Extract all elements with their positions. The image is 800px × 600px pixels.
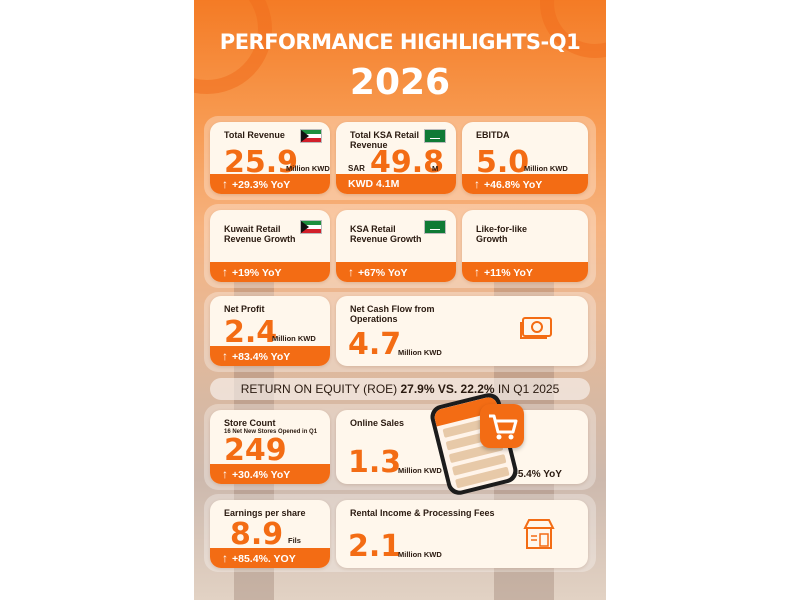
change-bar: ↑ +30.4% YoY: [210, 464, 330, 484]
ksa-growth-card: KSA Retail Revenue Growth ↑ +67% YoY: [336, 210, 456, 282]
change-text: +11% YoY: [484, 267, 533, 279]
card-label: Online Sales: [350, 418, 405, 428]
card-label: KSA Retail Revenue Growth: [350, 224, 422, 244]
metric-unit: Million KWD: [524, 164, 568, 173]
change-text: +30.4% YoY: [232, 469, 291, 481]
change-bar: ↑ +29.3% YoY: [210, 174, 330, 194]
poster: PERFORMANCE HIGHLIGHTS-Q1 2026 Total Rev…: [194, 0, 606, 600]
change-bar: ↑ +46.8% YoY: [462, 174, 588, 194]
metric-value: 49.8: [370, 145, 445, 180]
up-arrow-icon: ↑: [474, 265, 480, 279]
metric-unit: Fils: [288, 536, 301, 545]
kuwait-flag-icon: [300, 129, 322, 143]
card-label: Like-for-like Growth: [476, 224, 528, 244]
change-text: +19% YoY: [232, 267, 282, 279]
store-count-card: Store Count 16 Net New Stores Opened in …: [210, 410, 330, 484]
page-year: 2026: [349, 62, 451, 103]
up-arrow-icon: ↑: [222, 177, 228, 191]
footer-bar: KWD 4.1M: [336, 174, 456, 194]
card-label: Earnings per share: [224, 508, 306, 518]
money-icon: [520, 317, 552, 339]
change-text: +83.4% YoY: [232, 351, 291, 363]
up-arrow-icon: ↑: [222, 265, 228, 279]
eps-card: Earnings per share 8.9 Fils ↑ +85.4%. YOY: [210, 500, 330, 568]
change-text: +5.4% YoY: [512, 469, 562, 480]
card-sublabel: 16 Net New Stores Opened in Q1: [224, 429, 318, 435]
change-bar: ↑ +19% YoY: [210, 262, 330, 282]
card-label: Rental Income & Processing Fees: [350, 508, 495, 518]
metric-unit: Million KWD: [398, 348, 442, 357]
metric-value: 4.7: [348, 327, 402, 362]
page-title: PERFORMANCE HIGHLIGHTS-Q1: [219, 30, 581, 54]
metric-unit: M: [432, 164, 439, 173]
ksa-revenue-card: Total KSA Retail Revenue SAR 49.8 M KWD …: [336, 122, 456, 194]
net-profit-card: Net Profit 2.4 Million KWD ↑ +83.4% YoY: [210, 296, 330, 366]
metric-unit: Million KWD: [398, 466, 442, 475]
up-arrow-icon: ↑: [222, 467, 228, 481]
change-text: +29.3% YoY: [232, 179, 291, 191]
card-label: Kuwait Retail Revenue Growth: [224, 224, 296, 244]
store-icon: [523, 519, 555, 549]
lfl-growth-card: Like-for-like Growth ↑ +11% YoY: [462, 210, 588, 282]
metric-unit: Million KWD: [398, 550, 442, 559]
change-bar: ↑ +83.4% YoY: [210, 346, 330, 366]
change-text: +85.4%. YOY: [232, 553, 296, 565]
up-arrow-icon: ↑: [348, 265, 354, 279]
metric-value: 249: [224, 433, 287, 468]
card-label: Store Count: [224, 418, 276, 428]
up-arrow-icon: ↑: [222, 349, 228, 363]
card-label: EBITDA: [476, 130, 510, 140]
currency-prefix: SAR: [348, 164, 365, 173]
saudi-flag-icon: [424, 129, 446, 143]
metric-value: 2.1: [348, 529, 402, 564]
kuwait-growth-card: Kuwait Retail Revenue Growth ↑ +19% YoY: [210, 210, 330, 282]
metric-unit: Million KWD: [286, 164, 330, 173]
footer-text: KWD 4.1M: [348, 178, 400, 190]
change-bar: ↑ +11% YoY: [462, 262, 588, 282]
change-bar: ↑ +85.4%. YOY: [210, 548, 330, 568]
cart-icon: [480, 404, 524, 448]
kuwait-flag-icon: [300, 220, 322, 234]
card-label: Total Revenue: [224, 130, 285, 140]
metric-value: 1.3: [348, 445, 402, 480]
up-arrow-icon: ↑: [474, 177, 480, 191]
change-text: +46.8% YoY: [484, 179, 543, 191]
rental-income-card: Rental Income & Processing Fees 2.1 Mill…: [336, 500, 588, 568]
card-label: Net Cash Flow from Operations: [350, 304, 435, 324]
metric-value: 8.9: [230, 517, 284, 552]
card-label: Total KSA Retail Revenue: [350, 130, 420, 150]
roe-highlight: 27.9% VS. 22.2%: [400, 382, 495, 396]
total-revenue-card: Total Revenue 25.9 Million KWD ↑ +29.3% Y…: [210, 122, 330, 194]
card-label: Net Profit: [224, 304, 265, 314]
ebitda-card: EBITDA 5.0 Million KWD ↑ +46.8% YoY: [462, 122, 588, 194]
metric-value: 25.9: [224, 145, 299, 180]
metric-value: 5.0: [476, 145, 530, 180]
change-text: +67% YoY: [358, 267, 408, 279]
roe-prefix: RETURN ON EQUITY (ROE): [240, 382, 398, 396]
metric-value: 2.4: [224, 315, 278, 350]
metric-unit: Million KWD: [272, 334, 316, 343]
saudi-flag-icon: [424, 220, 446, 234]
roe-banner: RETURN ON EQUITY (ROE) 27.9% VS. 22.2% I…: [210, 378, 590, 400]
up-arrow-icon: ↑: [222, 551, 228, 565]
change-bar: ↑ +67% YoY: [336, 262, 456, 282]
cash-flow-card: Net Cash Flow from Operations 4.7 Millio…: [336, 296, 588, 366]
roe-suffix: IN Q1 2025: [497, 382, 560, 396]
